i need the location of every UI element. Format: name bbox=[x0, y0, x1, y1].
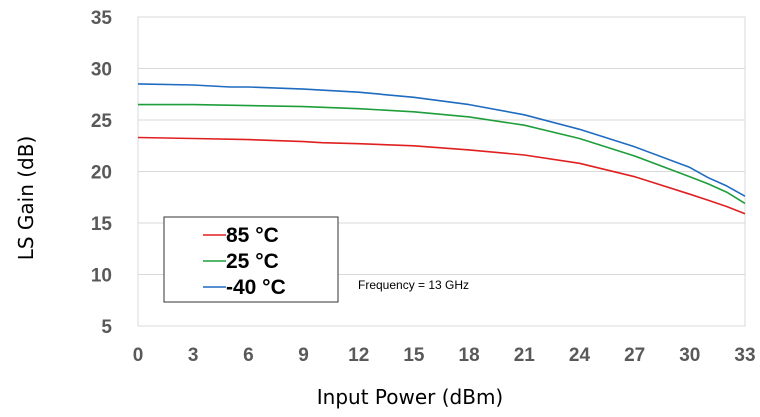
legend-label: -40 °C bbox=[226, 276, 286, 299]
series-lines bbox=[137, 83, 746, 215]
series-line-0 bbox=[137, 136, 746, 215]
x-tick-label: 6 bbox=[243, 345, 254, 366]
x-tick-label: 12 bbox=[348, 345, 369, 366]
y-tick-label: 25 bbox=[91, 111, 113, 132]
x-tick-label: 30 bbox=[679, 345, 700, 366]
x-axis-title: Input Power (dBm) bbox=[317, 385, 503, 409]
plot-area-frame bbox=[137, 16, 746, 327]
x-axis-tick-labels: 0 3 6 9 12 15 18 21 24 27 30 33 bbox=[133, 345, 756, 366]
x-tick-label: 21 bbox=[514, 345, 536, 366]
y-axis-tick-labels: 5 10 15 20 25 30 35 bbox=[91, 8, 113, 338]
frequency-annotation: Frequency = 13 GHz bbox=[358, 278, 469, 292]
legend-box bbox=[163, 216, 339, 303]
y-tick-label: 20 bbox=[91, 163, 112, 184]
x-tick-label: 18 bbox=[459, 345, 480, 366]
x-tick-label: 0 bbox=[133, 345, 144, 366]
legend-label: 85 °C bbox=[226, 224, 279, 247]
y-tick-label: 10 bbox=[91, 266, 112, 287]
y-tick-label: 30 bbox=[91, 60, 112, 81]
y-tick-label: 5 bbox=[101, 317, 112, 338]
x-tick-label: 27 bbox=[624, 345, 645, 366]
x-tick-label: 3 bbox=[188, 345, 199, 366]
y-axis-title: LS Gain (dB) bbox=[14, 136, 38, 261]
x-tick-label: 9 bbox=[298, 345, 309, 366]
legend-label: 25 °C bbox=[226, 250, 279, 273]
y-tick-label: 35 bbox=[91, 8, 113, 29]
series-line-1 bbox=[138, 103, 746, 205]
series-line-2 bbox=[137, 83, 746, 197]
x-tick-label: 15 bbox=[403, 345, 425, 366]
legend: 85 °C 25 °C -40 °C bbox=[163, 216, 339, 303]
y-tick-label: 15 bbox=[91, 214, 113, 235]
x-tick-label: 33 bbox=[734, 345, 755, 366]
x-tick-label: 24 bbox=[569, 345, 591, 366]
